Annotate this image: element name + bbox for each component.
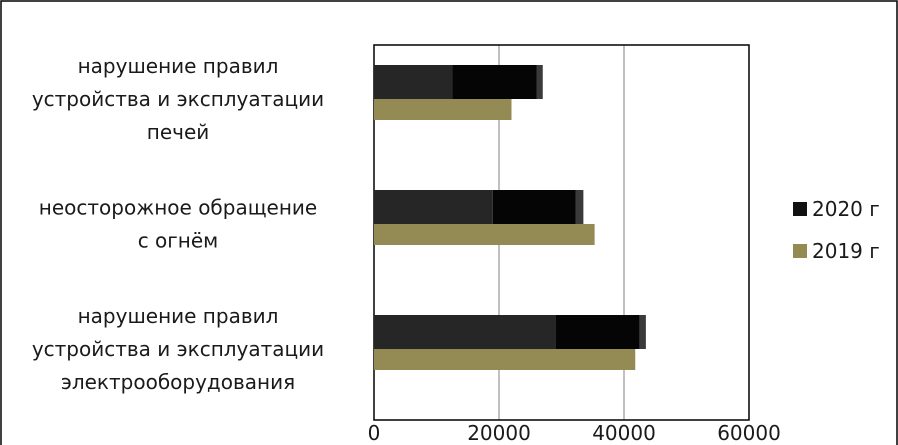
legend-label: 2019 г	[812, 239, 880, 263]
category-label-line: печей	[147, 120, 210, 144]
category-label-line: устройства и эксплуатации	[32, 87, 324, 111]
bar-2020-segment	[374, 65, 453, 99]
category-label-line: нарушение правил	[78, 304, 279, 328]
category-label-line: с огнём	[138, 229, 219, 253]
bars	[374, 65, 646, 370]
category-label-line: нарушение правил	[78, 54, 279, 78]
bar-2020-segment	[536, 65, 543, 99]
bar-2020-segment	[639, 315, 646, 349]
x-tick-label: 60000	[717, 421, 781, 445]
category-labels: нарушение правил устройства и эксплуатаци…	[32, 54, 324, 394]
legend-swatch	[793, 202, 807, 216]
category-label-line: устройства и эксплуатации	[32, 337, 324, 361]
bar-2019	[374, 224, 595, 245]
bar-2020-segment	[492, 190, 576, 224]
category-label-line: неосторожное обращение	[39, 196, 317, 220]
x-tick-label: 20000	[467, 421, 531, 445]
bar-2020-segment	[374, 190, 493, 224]
bar-2019	[374, 99, 512, 120]
bar-2020-segment	[374, 315, 556, 349]
bar-2020-segment	[452, 65, 537, 99]
legend-swatch	[793, 244, 807, 258]
bar-2019	[374, 349, 636, 370]
bar-2020-segment	[575, 190, 584, 224]
bar-2020-segment	[555, 315, 640, 349]
category-label-line: электрооборудования	[61, 370, 295, 394]
legend: 2020 г 2019 г	[793, 197, 880, 263]
legend-label: 2020 г	[812, 197, 880, 221]
x-axis-ticks: 0 20000 40000 60000	[368, 421, 781, 445]
x-tick-label: 0	[368, 421, 381, 445]
x-tick-label: 40000	[592, 421, 656, 445]
